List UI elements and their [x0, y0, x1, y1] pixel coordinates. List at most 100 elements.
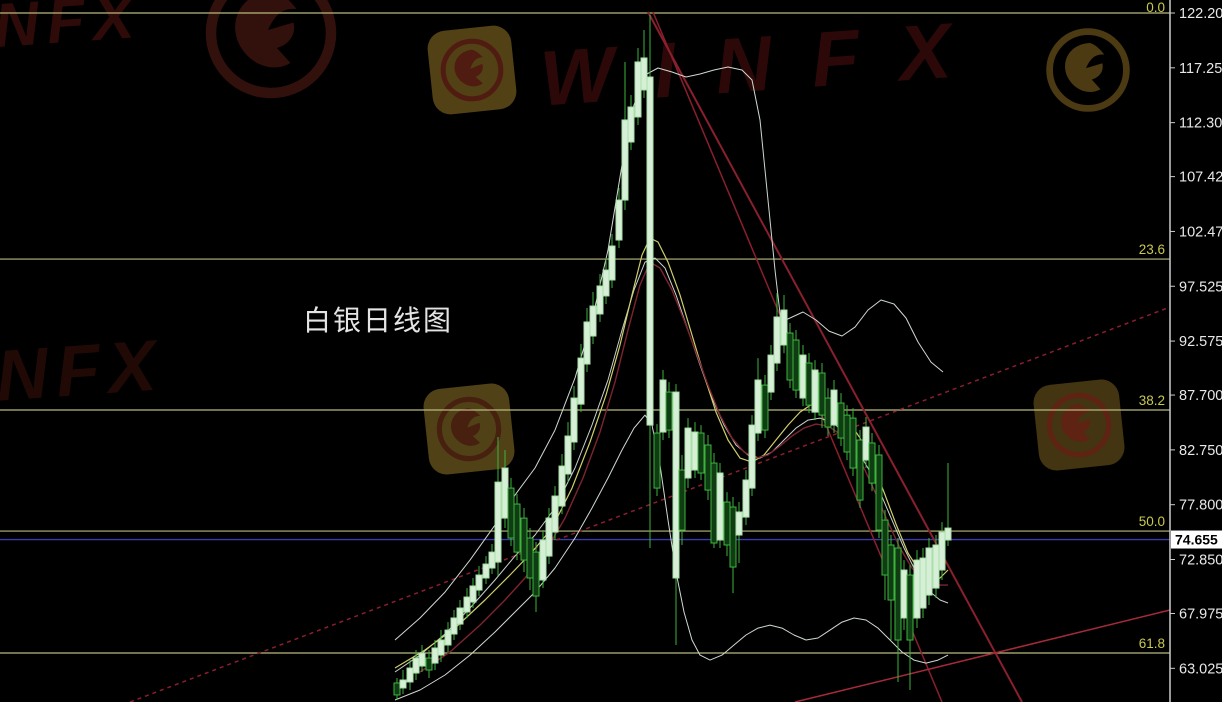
candle-body	[634, 61, 642, 118]
candle-body	[482, 563, 490, 579]
candle-body	[583, 321, 591, 365]
candle-body	[938, 531, 946, 571]
candle-body	[469, 585, 477, 603]
candle-body	[919, 557, 927, 609]
candle-body	[450, 617, 458, 635]
candle-body	[577, 357, 585, 405]
candle-body	[830, 389, 838, 426]
price-label: 117.250	[1179, 61, 1222, 77]
candle-body	[558, 465, 566, 507]
candle-body	[589, 305, 597, 337]
candle-body	[881, 519, 889, 576]
candle-body	[925, 547, 933, 596]
candle-body	[716, 472, 724, 541]
price-label: 122.200	[1179, 6, 1222, 22]
candle-body	[456, 607, 464, 625]
candle-body	[849, 417, 857, 469]
candle-body	[894, 547, 902, 641]
candle-body	[837, 402, 845, 439]
candle-body	[875, 454, 883, 531]
candle-body	[570, 397, 578, 443]
candle-body	[418, 652, 426, 667]
candle-body	[412, 657, 420, 674]
ascending-trendline-lower	[794, 609, 1171, 702]
candle-body	[856, 439, 864, 501]
candle-body	[621, 119, 629, 201]
candle-body	[773, 316, 781, 364]
candle-body	[818, 372, 826, 416]
fib-label-23.6: 23.6	[1139, 242, 1165, 257]
price-label: 87.700	[1179, 388, 1222, 404]
candle-body	[526, 537, 534, 579]
candle-body	[862, 426, 870, 461]
candle-body	[507, 487, 515, 539]
candle-body	[906, 574, 914, 641]
candle-body	[913, 559, 921, 619]
candle-body	[799, 354, 807, 399]
candle-body	[780, 309, 788, 346]
candle-body	[665, 391, 673, 431]
candle-body	[646, 76, 654, 426]
candle-body	[608, 245, 616, 281]
price-label: 77.800	[1179, 498, 1222, 514]
candle-body	[932, 544, 940, 589]
candle-body	[748, 424, 756, 489]
candle-body	[887, 544, 895, 601]
candle-body	[735, 511, 743, 536]
price-label: 72.850	[1179, 553, 1222, 569]
candle-body	[691, 431, 699, 471]
candle-body	[684, 427, 692, 479]
fib-label-38.2: 38.2	[1139, 393, 1165, 408]
candle-body	[596, 285, 604, 315]
descending-trendline-1	[647, 11, 1023, 702]
candle-body	[399, 679, 407, 689]
candle-body	[672, 391, 680, 579]
fib-label-61.8: 61.8	[1139, 636, 1165, 651]
candle-body	[545, 517, 553, 557]
candle-body	[659, 379, 667, 433]
candle-body	[494, 481, 502, 563]
candle-body	[704, 444, 712, 491]
middle-band	[394, 257, 949, 673]
price-label: 102.475	[1179, 224, 1222, 240]
candle-body	[811, 369, 819, 413]
candle-body	[710, 462, 718, 544]
candle-body	[539, 539, 547, 581]
candle-body	[653, 432, 661, 489]
price-label: 67.975	[1179, 606, 1222, 622]
candle-body	[551, 495, 559, 533]
price-label: 82.750	[1179, 443, 1222, 459]
candle-body	[602, 269, 610, 297]
candle-body	[742, 479, 750, 518]
candle-body	[900, 569, 908, 619]
price-label: 63.025	[1179, 661, 1222, 677]
candle-body	[868, 442, 876, 484]
current-price-value: 74.655	[1175, 532, 1218, 548]
candle-body	[678, 469, 686, 531]
candle-body	[792, 339, 800, 391]
candle-body	[786, 332, 794, 381]
candle-body	[754, 379, 762, 434]
price-label: 97.525	[1179, 279, 1222, 295]
candle-body	[761, 384, 769, 431]
fib-label-0.0: 0.0	[1146, 0, 1165, 15]
candle-body	[729, 506, 737, 568]
chart-title: 白银日线图	[303, 306, 454, 337]
candle-body	[444, 629, 452, 646]
upper-band	[394, 66, 944, 641]
price-label: 107.425	[1179, 170, 1222, 186]
candle-body	[425, 657, 433, 671]
candle-body	[640, 57, 648, 91]
fib-label-50.0: 50.0	[1139, 514, 1165, 529]
candle-body	[627, 106, 635, 143]
candle-body	[767, 354, 775, 393]
candle-body	[406, 667, 414, 683]
candle-body	[615, 199, 623, 241]
candle-body	[520, 517, 528, 561]
candle-body	[501, 467, 509, 519]
price-label: 112.300	[1179, 116, 1222, 132]
ma-red-slow	[419, 261, 948, 673]
candle-body	[475, 574, 483, 591]
